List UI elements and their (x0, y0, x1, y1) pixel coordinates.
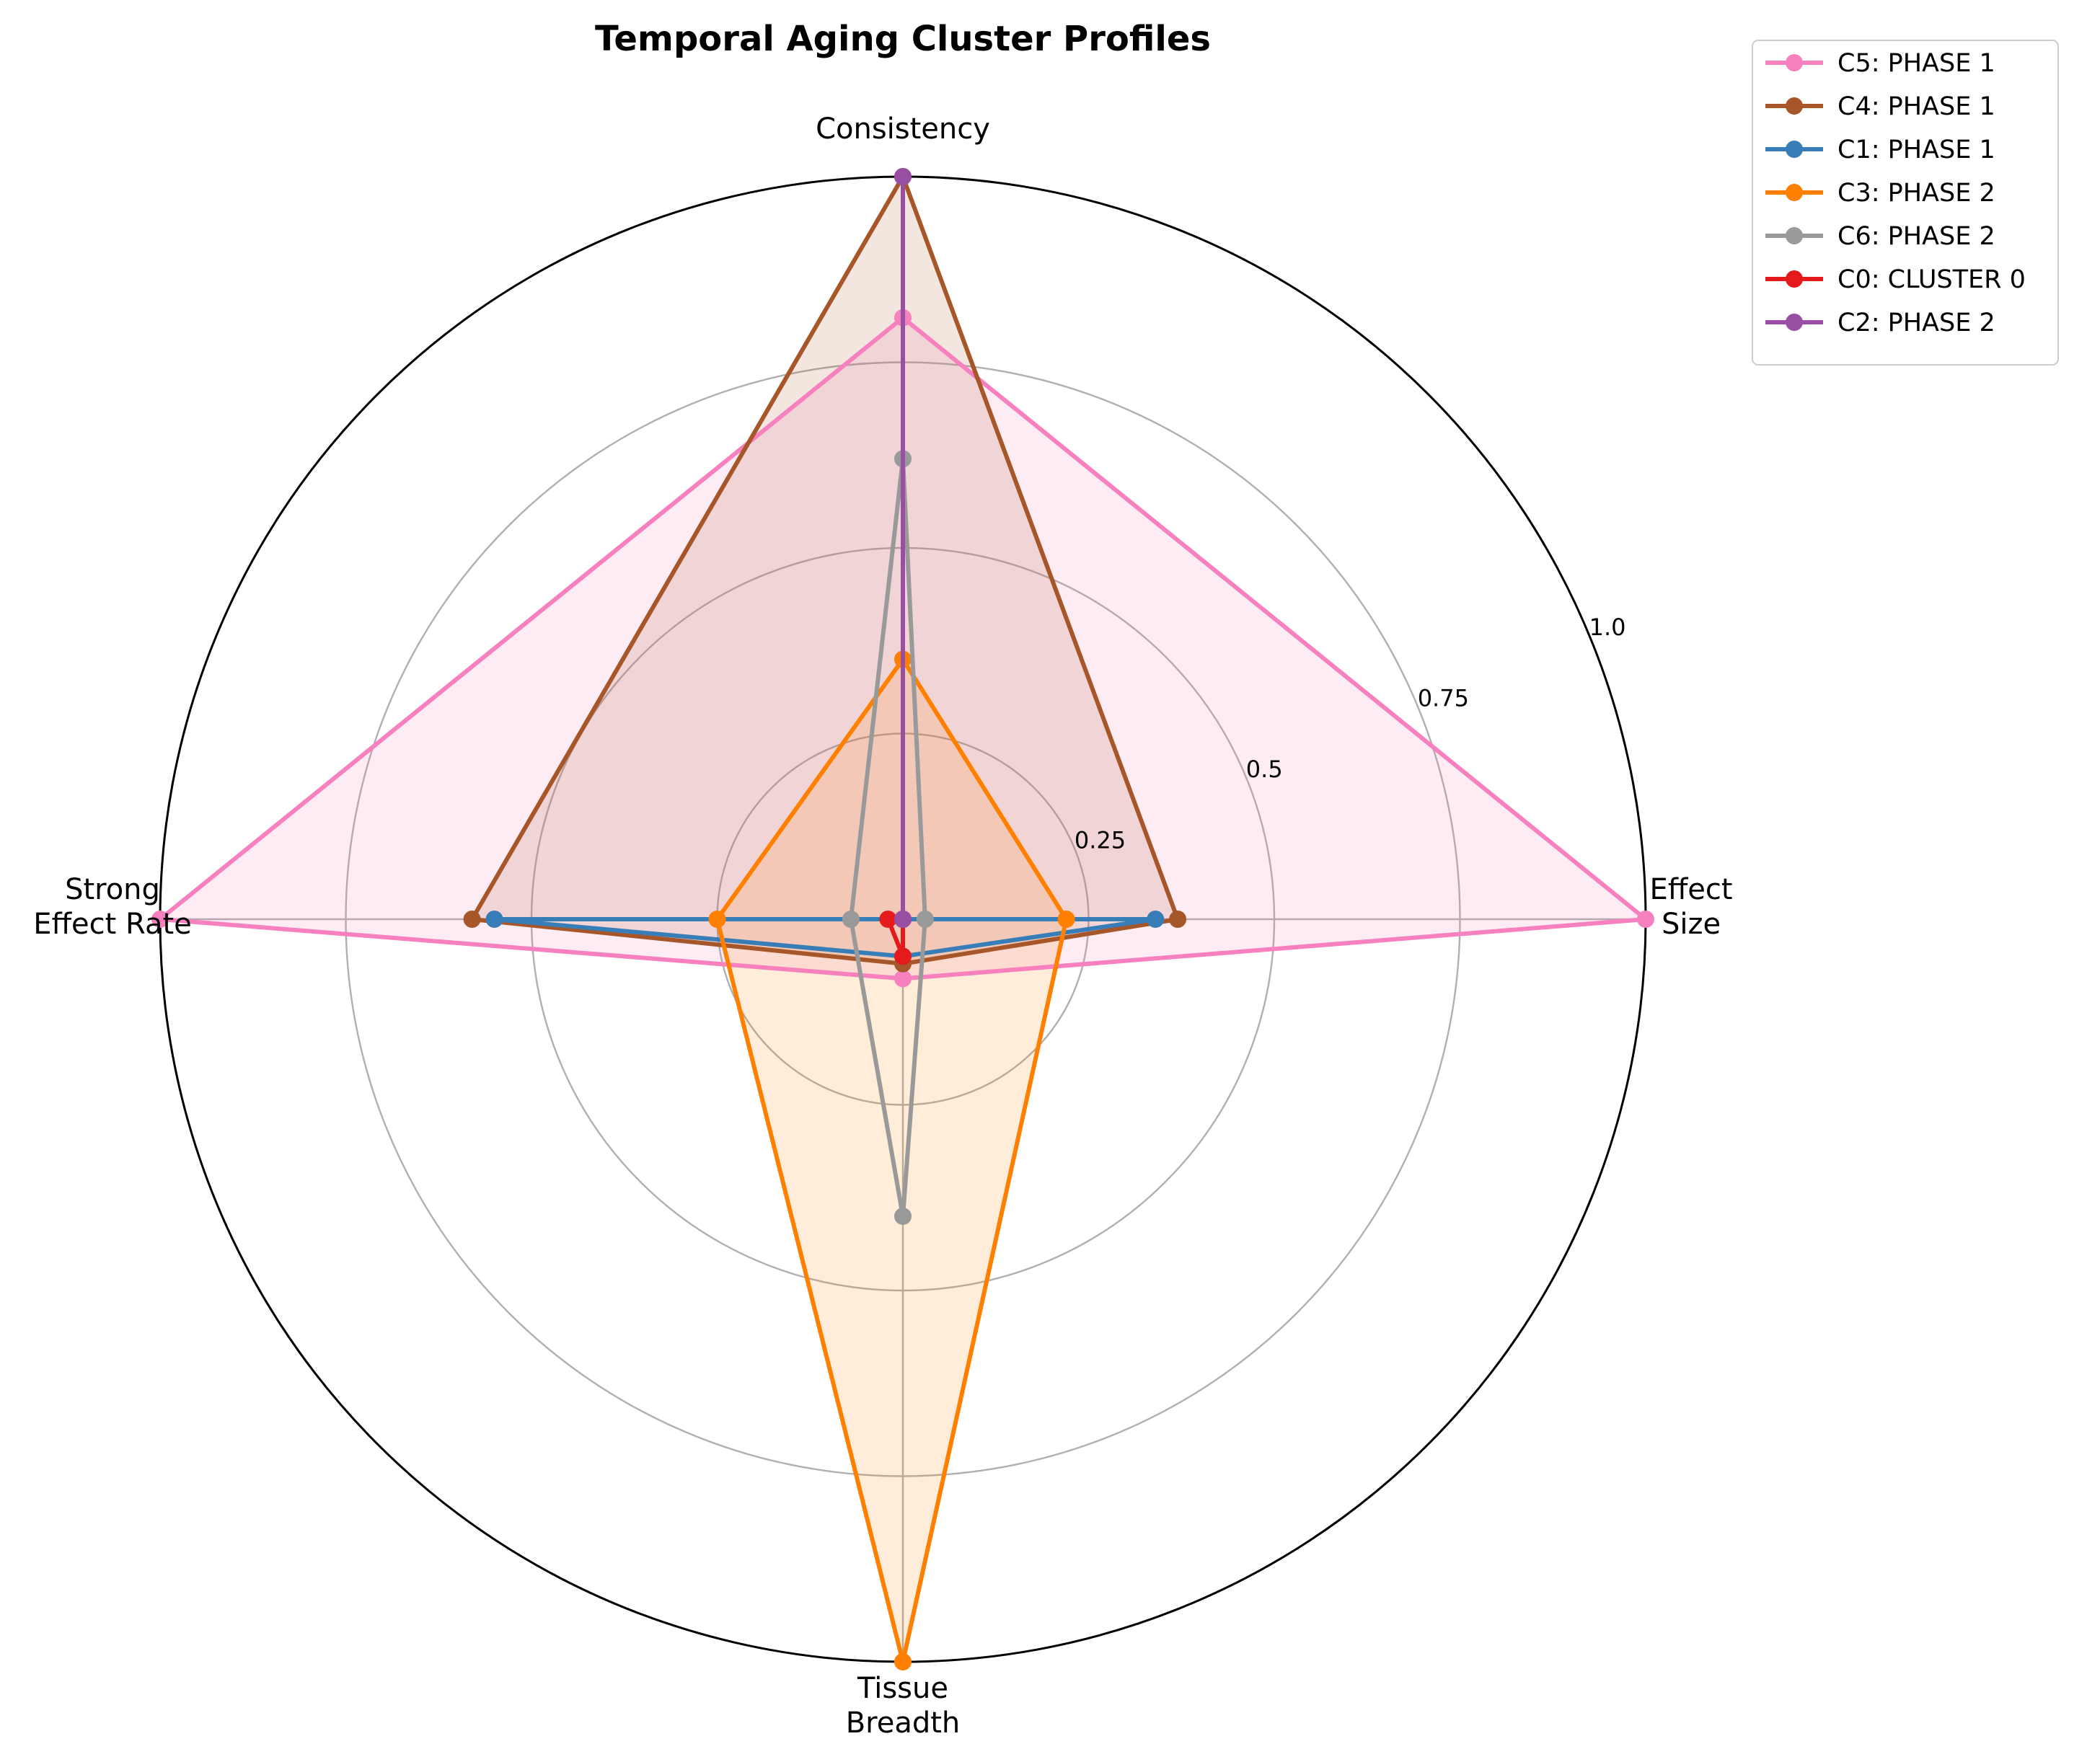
legend-item: C5: PHASE 1 (1765, 49, 1995, 78)
legend-item: C1: PHASE 1 (1765, 136, 1995, 164)
legend-item: C0: CLUSTER 0 (1765, 265, 2026, 294)
legend-swatch-marker (1786, 184, 1803, 201)
chart-title: Temporal Aging Cluster Profiles (595, 19, 1211, 59)
series-point (879, 911, 897, 928)
legend-item: C3: PHASE 2 (1765, 179, 1995, 208)
axis-label-3: Tissue Breadth (846, 1672, 961, 1740)
legend-label: C6: PHASE 2 (1838, 222, 1995, 251)
axis-label-0: Effect Size (1649, 873, 1732, 941)
legend-item: C2: PHASE 2 (1765, 309, 1995, 337)
series-0 (151, 309, 1654, 988)
axis-label-line: Tissue (857, 1672, 948, 1705)
series-point (1169, 911, 1187, 928)
series-6 (894, 168, 912, 928)
legend-label: C4: PHASE 1 (1838, 92, 1995, 121)
axis-label-line: Consistency (816, 112, 990, 146)
radial-tick-labels: 0.25 0.5 0.75 1.0 (1075, 614, 1626, 854)
legend-label: C5: PHASE 1 (1838, 49, 1995, 78)
legend-swatch-marker (1786, 314, 1803, 331)
legend-swatch-marker (1786, 270, 1803, 288)
legend-swatch-marker (1786, 97, 1803, 115)
series-lines (151, 168, 1654, 1670)
series-point (1147, 911, 1165, 928)
series-point (894, 970, 912, 988)
legend-label: C2: PHASE 2 (1838, 309, 1995, 337)
series-point (894, 947, 912, 965)
series-point (842, 911, 860, 928)
series-3 (708, 650, 1075, 1670)
axis-label-line: Effect Rate (33, 908, 192, 941)
series-point (894, 911, 912, 928)
series-point (916, 911, 934, 928)
series-point (485, 911, 503, 928)
legend-swatch-marker (1786, 141, 1803, 158)
axis-labels: Effect Size Consistency Strong Effect Rate Ti… (33, 112, 1732, 1740)
legend-label: C1: PHASE 1 (1838, 136, 1995, 164)
legend-label: C3: PHASE 2 (1838, 179, 1995, 208)
axis-label-1: Consistency (816, 112, 990, 146)
axis-label-line: Size (1662, 908, 1721, 941)
series-point (894, 1653, 912, 1670)
series-point (1057, 911, 1075, 928)
radial-tick-label-2: 0.75 (1418, 684, 1469, 712)
legend-frame (1752, 40, 2059, 366)
legend-item: C4: PHASE 1 (1765, 92, 1995, 121)
series-fill-1 (472, 177, 1178, 964)
legend-label: C0: CLUSTER 0 (1838, 265, 2026, 294)
series-point (708, 911, 726, 928)
series-point (894, 168, 912, 185)
axis-label-line: Strong (65, 873, 160, 906)
series-point (1637, 911, 1654, 928)
legend-item: C6: PHASE 2 (1765, 222, 1995, 251)
radial-tick-label-1: 0.5 (1246, 756, 1283, 783)
axis-label-2: Strong Effect Rate (33, 873, 192, 941)
series-point (151, 911, 169, 928)
radial-tick-label-3: 1.0 (1589, 614, 1626, 641)
axis-label-line: Breadth (846, 1706, 961, 1740)
series-point (894, 1208, 912, 1225)
series-point (463, 911, 481, 928)
legend: C5: PHASE 1 C4: PHASE 1 C1: PHASE 1 C3: PHA… (1752, 40, 2059, 366)
radial-tick-label-0: 0.25 (1075, 826, 1126, 854)
legend-swatch-marker (1786, 54, 1803, 71)
legend-swatch-marker (1786, 227, 1803, 244)
axis-label-line: Effect (1649, 873, 1732, 906)
